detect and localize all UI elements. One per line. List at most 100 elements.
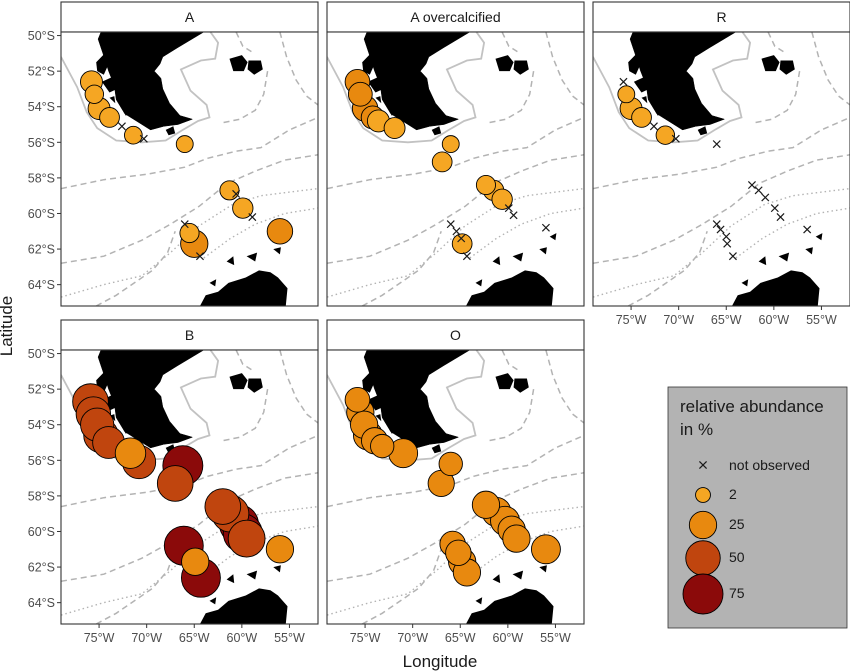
abundance-point bbox=[655, 125, 676, 145]
land-island bbox=[697, 126, 708, 136]
panel-title: O bbox=[450, 327, 461, 343]
not-observed-marker bbox=[712, 220, 721, 229]
land-island bbox=[407, 108, 419, 120]
not-observed-marker bbox=[452, 227, 461, 236]
front-line-dashed bbox=[811, 32, 850, 106]
front-line-dashed bbox=[61, 116, 318, 190]
land-island bbox=[375, 96, 382, 104]
front-line-dashed bbox=[593, 116, 850, 190]
front-line-dashed bbox=[627, 231, 708, 306]
legend-label-75: 75 bbox=[729, 585, 745, 601]
y-tick-label: 64°S bbox=[28, 596, 55, 610]
x-tick-label: 60°W bbox=[227, 631, 258, 645]
land-island bbox=[226, 574, 235, 584]
panel-strip bbox=[60, 1, 319, 33]
abundance-point bbox=[266, 218, 294, 245]
y-tick-label: 54°S bbox=[28, 418, 55, 432]
legend-key-not-observed bbox=[698, 460, 708, 470]
abundance-point bbox=[491, 188, 513, 210]
abundance-point bbox=[431, 151, 453, 173]
land-island bbox=[758, 256, 767, 266]
land-island bbox=[141, 108, 153, 120]
front-line-dashed bbox=[222, 70, 269, 124]
front-line-dotted bbox=[203, 207, 318, 259]
panel-border bbox=[326, 31, 585, 307]
not-observed-marker bbox=[728, 252, 737, 261]
front-line-dashed bbox=[361, 549, 442, 624]
land-island bbox=[367, 76, 384, 93]
legend-label-not-observed: not observed bbox=[729, 457, 810, 473]
x-tick-label: 75°W bbox=[616, 313, 647, 327]
not-observed-marker bbox=[509, 211, 518, 220]
land-island bbox=[539, 565, 547, 573]
abundance-point bbox=[181, 547, 210, 576]
legend-label-2: 2 bbox=[729, 486, 737, 502]
not-observed-marker bbox=[462, 252, 471, 261]
land-island bbox=[407, 426, 419, 438]
front-line-dashed bbox=[95, 231, 176, 306]
x-tick-label: 55°W bbox=[274, 631, 305, 645]
y-tick-label: 50°S bbox=[28, 347, 55, 361]
front-line-dotted bbox=[327, 505, 584, 616]
land-antarctic-peninsula bbox=[199, 270, 288, 306]
land-island bbox=[386, 417, 402, 434]
not-observed-marker bbox=[803, 225, 812, 234]
land-island bbox=[367, 394, 384, 411]
front-line-dashed bbox=[327, 154, 584, 265]
land-island bbox=[209, 597, 217, 605]
not-observed-marker bbox=[180, 220, 189, 229]
front-line-dashed bbox=[327, 472, 584, 583]
land-island bbox=[386, 99, 402, 116]
not-observed-marker bbox=[195, 252, 204, 261]
land-island bbox=[512, 252, 524, 262]
abundance-point bbox=[471, 490, 501, 519]
land-island bbox=[273, 247, 281, 255]
not-observed-marker bbox=[232, 189, 241, 198]
front-line-dashed bbox=[235, 350, 252, 371]
abundance-point bbox=[156, 465, 194, 502]
map-panel-3: R 75°W 70°W 65°W 60°W 55°W bbox=[592, 1, 850, 327]
abundance-point bbox=[617, 85, 636, 104]
abundance-point bbox=[344, 387, 371, 413]
not-observed-marker bbox=[446, 220, 455, 229]
front-line bbox=[593, 32, 752, 144]
panel-border bbox=[60, 349, 319, 625]
panel-title: R bbox=[716, 9, 726, 25]
legend-label-50: 50 bbox=[729, 549, 745, 565]
front-line-dashed bbox=[488, 388, 535, 442]
land-falklands bbox=[761, 55, 780, 72]
not-observed-marker bbox=[139, 134, 148, 143]
front-line-dotted bbox=[61, 187, 318, 298]
land-island bbox=[741, 279, 749, 287]
abundance-point bbox=[227, 519, 266, 558]
land-island bbox=[633, 76, 650, 93]
y-tick-label: 60°S bbox=[28, 525, 55, 539]
front-line-dashed bbox=[61, 154, 318, 265]
land-island bbox=[362, 371, 375, 393]
land-island bbox=[120, 417, 136, 434]
abundance-point bbox=[530, 534, 561, 565]
y-tick-label: 54°S bbox=[28, 100, 55, 114]
y-tick-label: 62°S bbox=[28, 561, 55, 575]
front-line-dashed bbox=[361, 231, 442, 306]
land-island bbox=[96, 53, 109, 75]
panel-title: A bbox=[185, 9, 195, 25]
legend-key-75 bbox=[682, 573, 724, 615]
land-falklands bbox=[495, 55, 514, 72]
front-line bbox=[61, 32, 220, 144]
front-line-dotted bbox=[469, 525, 584, 577]
land-island bbox=[475, 279, 483, 287]
land-falklands bbox=[779, 60, 795, 75]
land-island bbox=[362, 53, 375, 75]
legend: relative abundance in % not observed 2 2… bbox=[667, 386, 848, 629]
front-line-dashed bbox=[279, 350, 318, 424]
front-line-dotted bbox=[469, 207, 584, 259]
land-falklands bbox=[513, 60, 529, 75]
front-line-dotted bbox=[203, 525, 318, 577]
panel-strip bbox=[326, 1, 585, 33]
panel-title: A overcalcified bbox=[410, 9, 500, 25]
x-tick-label: 55°W bbox=[540, 631, 571, 645]
land-island bbox=[165, 126, 176, 136]
not-observed-marker bbox=[722, 232, 731, 241]
not-observed-marker bbox=[723, 239, 732, 248]
